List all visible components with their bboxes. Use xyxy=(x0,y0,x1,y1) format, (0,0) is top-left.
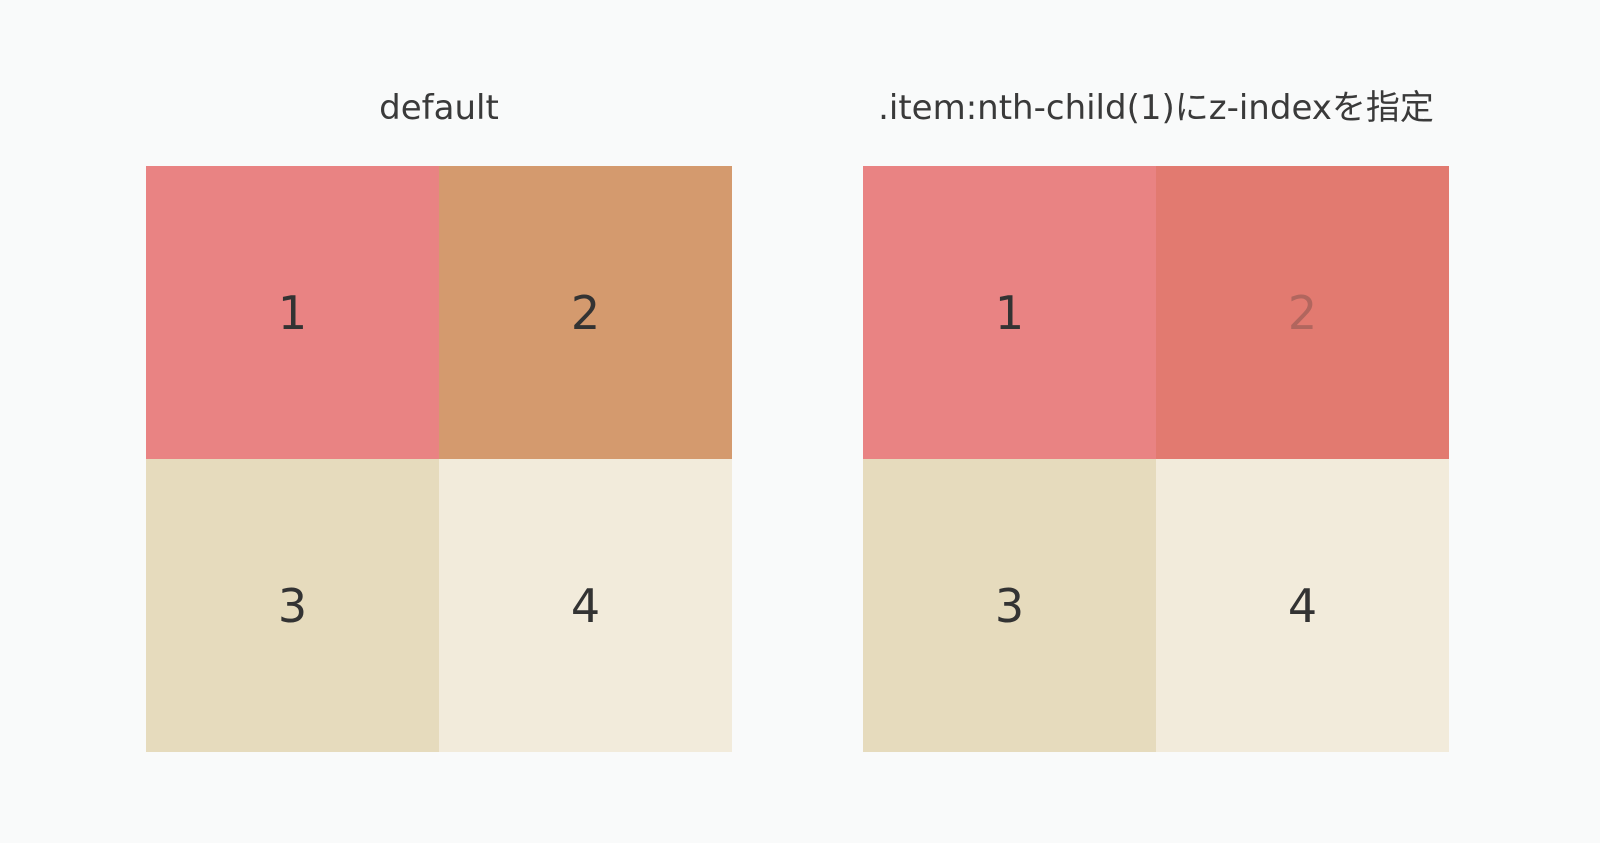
grid-item-4: 4 xyxy=(1156,459,1449,752)
grid-item-2: 2 xyxy=(1156,166,1449,459)
grid-container: 1 2 3 4 xyxy=(146,166,732,752)
item-label: 3 xyxy=(994,578,1025,633)
panel-title: .item:nth-child(1)にz-indexを指定 xyxy=(878,88,1434,128)
item-label: 4 xyxy=(1287,578,1318,633)
grid-item-2: 2 xyxy=(439,166,732,459)
item-label: 2 xyxy=(1287,285,1318,340)
item-label: 1 xyxy=(994,285,1025,340)
item-label: 1 xyxy=(277,285,308,340)
panel-title: default xyxy=(379,88,499,128)
grid-item-3: 3 xyxy=(146,459,439,752)
item-label: 3 xyxy=(277,578,308,633)
grid-item-3: 3 xyxy=(863,459,1156,752)
grid-item-1: 1 xyxy=(146,166,439,459)
grid-item-1: 1 xyxy=(863,166,1156,459)
item-label: 4 xyxy=(570,578,601,633)
item-label: 2 xyxy=(570,285,601,340)
grid-container: 1 2 3 4 xyxy=(863,166,1449,752)
grid-item-4: 4 xyxy=(439,459,732,752)
